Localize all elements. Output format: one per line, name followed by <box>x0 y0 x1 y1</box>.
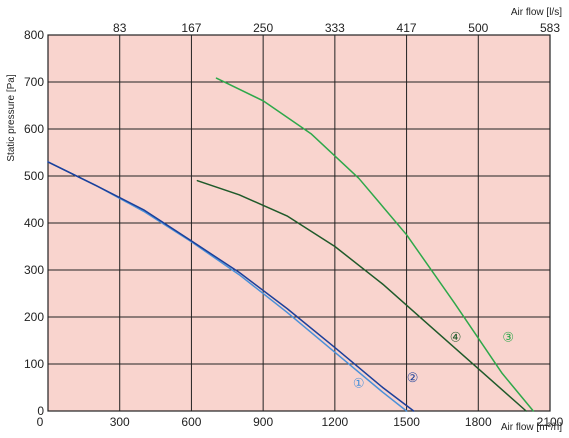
series-label-4: ③ <box>502 329 514 344</box>
y-tick-label-2: 200 <box>24 310 44 324</box>
series-label-2: ② <box>407 370 419 385</box>
x-tick-label-3: 900 <box>253 415 273 429</box>
x2-axis-label: Air flow [l/s] <box>511 7 562 18</box>
x2-tick-label-4: 417 <box>397 21 417 35</box>
x-tick-label-2: 600 <box>181 415 201 429</box>
x2-tick-label-6: 583 <box>540 21 560 35</box>
series-layer: ① ② ④ ③ <box>47 77 535 412</box>
y-tick-label-4: 400 <box>24 216 44 230</box>
y-tick-label-8: 800 <box>24 28 44 42</box>
x-tick-label-0: 0 <box>37 415 44 429</box>
series-line-3 <box>196 179 527 412</box>
y-tick-label-6: 600 <box>24 122 44 136</box>
x-tick-label-7: 2100 <box>537 415 564 429</box>
x2-tick-label-0: 83 <box>113 21 127 35</box>
plot-frame <box>47 34 551 412</box>
y-tick-label-1: 100 <box>24 357 44 371</box>
series-label-3: ④ <box>450 329 462 344</box>
series-label-1: ① <box>353 376 365 391</box>
y-tick-label-3: 300 <box>24 263 44 277</box>
x-tick-label-6: 1800 <box>465 415 492 429</box>
y-tick-label-5: 500 <box>24 169 44 183</box>
x2-tick-label-5: 500 <box>468 21 488 35</box>
y-axis-label: Static pressure [Pa] <box>6 74 17 161</box>
y-tick-label-7: 700 <box>24 75 44 89</box>
y-tick-label-0: 0 <box>37 404 44 418</box>
x2-tick-label-2: 250 <box>253 21 273 35</box>
series-line-2 <box>47 161 415 412</box>
x-tick-label-4: 1200 <box>322 415 349 429</box>
x2-tick-label-3: 333 <box>325 21 345 35</box>
series-line-4 <box>215 77 535 412</box>
x-axis-label: Air flow [m³/h] <box>501 422 562 433</box>
grid-lines <box>47 34 551 412</box>
tick-labels: 0 100 200 300 400 500 600 700 800 0 300 600 900 1200 1… <box>24 21 564 429</box>
x-tick-label-5: 1500 <box>393 415 420 429</box>
x2-tick-label-1: 167 <box>181 21 201 35</box>
x-tick-label-1: 300 <box>110 415 130 429</box>
